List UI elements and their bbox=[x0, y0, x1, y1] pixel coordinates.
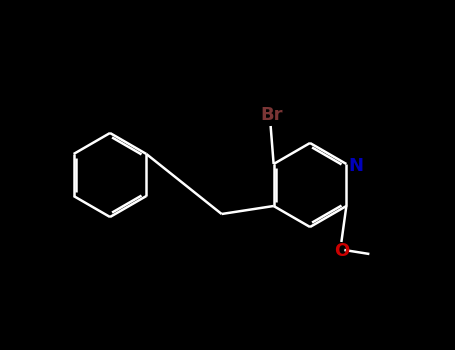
Text: Br: Br bbox=[260, 106, 283, 124]
Text: N: N bbox=[349, 157, 364, 175]
Text: O: O bbox=[334, 242, 349, 260]
